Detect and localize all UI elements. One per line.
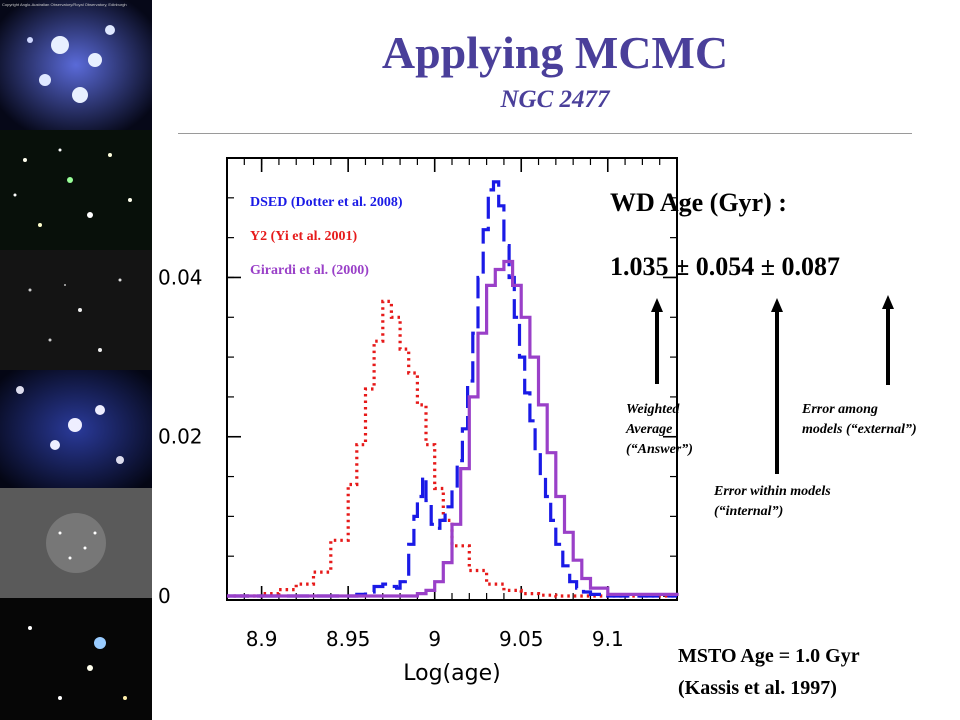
msto-age-line: MSTO Age = 1.0 Gyr — [678, 645, 860, 667]
y-tick-label: 0 — [158, 584, 171, 608]
photo-credit: Copyright Anglo-Australian Observatory/R… — [2, 2, 127, 7]
note-weighted-line-3: (“Answer”) — [626, 442, 693, 457]
wd-age-value: 1.035 ± 0.054 ± 0.087 — [610, 252, 841, 281]
y-tick-label: 0.04 — [158, 265, 203, 289]
series-line-1 — [227, 180, 677, 598]
x-tick-label: 9.1 — [592, 627, 624, 651]
slide-title: Applying MCMC — [381, 27, 729, 78]
cluster-photo-6 — [0, 598, 152, 720]
note-external-line-2: models (“external”) — [802, 422, 917, 437]
slide-subtitle: NGC 2477 — [500, 86, 610, 113]
legend-entry-3: Girardi et al. (2000) — [250, 263, 369, 278]
cluster-photo-5 — [0, 488, 152, 598]
note-external-line-1: Error among — [802, 402, 878, 417]
note-weighted-average: Weighted Average (“Answer”) — [626, 400, 693, 460]
series-layer — [227, 180, 679, 598]
y-tick-label: 0.02 — [158, 425, 203, 449]
note-internal-line-2: (“internal”) — [714, 504, 784, 519]
note-external-error: Error among models (“external”) — [802, 400, 917, 440]
cluster-photo-4 — [0, 370, 152, 488]
legend-entry-1: DSED (Dotter et al. 2008) — [250, 195, 403, 210]
note-weighted-line-1: Weighted — [626, 402, 680, 417]
x-tick-label: 9.05 — [499, 627, 544, 651]
x-tick-label: 8.9 — [246, 627, 278, 651]
x-axis-label: Log(age) — [403, 661, 500, 686]
series-line-3 — [227, 259, 679, 598]
note-internal-error: Error within models (“internal”) — [714, 482, 831, 522]
y-axis: 0 0.02 0.04 — [158, 265, 677, 608]
msto-citation-line: (Kassis et al. 1997) — [678, 677, 837, 699]
title-divider — [178, 133, 912, 134]
note-internal-line-1: Error within models — [714, 484, 831, 499]
note-weighted-line-2: Average — [626, 422, 673, 437]
arrow-weighted-up-icon — [651, 298, 663, 384]
legend-entry-2: Y2 (Yi et al. 2001) — [250, 229, 358, 244]
arrow-external-up-icon — [882, 295, 894, 385]
wd-age-label: WD Age (Gyr) : — [610, 188, 787, 217]
cluster-photo-3 — [0, 250, 152, 370]
cluster-image-strip: Copyright Anglo-Australian Observatory/R… — [0, 0, 152, 720]
cluster-photo-2 — [0, 130, 152, 250]
x-axis: 8.9 8.95 9 9.05 9.1 — [246, 158, 624, 651]
x-tick-label: 9 — [428, 627, 441, 651]
cluster-photo-1: Copyright Anglo-Australian Observatory/R… — [0, 0, 152, 130]
legend: DSED (Dotter et al. 2008) Y2 (Yi et al. 2… — [250, 195, 403, 278]
arrow-internal-up-icon — [771, 298, 783, 474]
x-tick-label: 8.95 — [326, 627, 371, 651]
age-posterior-chart: 0 0.02 0.04 8.9 8.95 9 9.05 9.1 DSED (Dotter e… — [158, 157, 679, 686]
msto-age-note: MSTO Age = 1.0 Gyr (Kassis et al. 1997) — [678, 640, 860, 704]
